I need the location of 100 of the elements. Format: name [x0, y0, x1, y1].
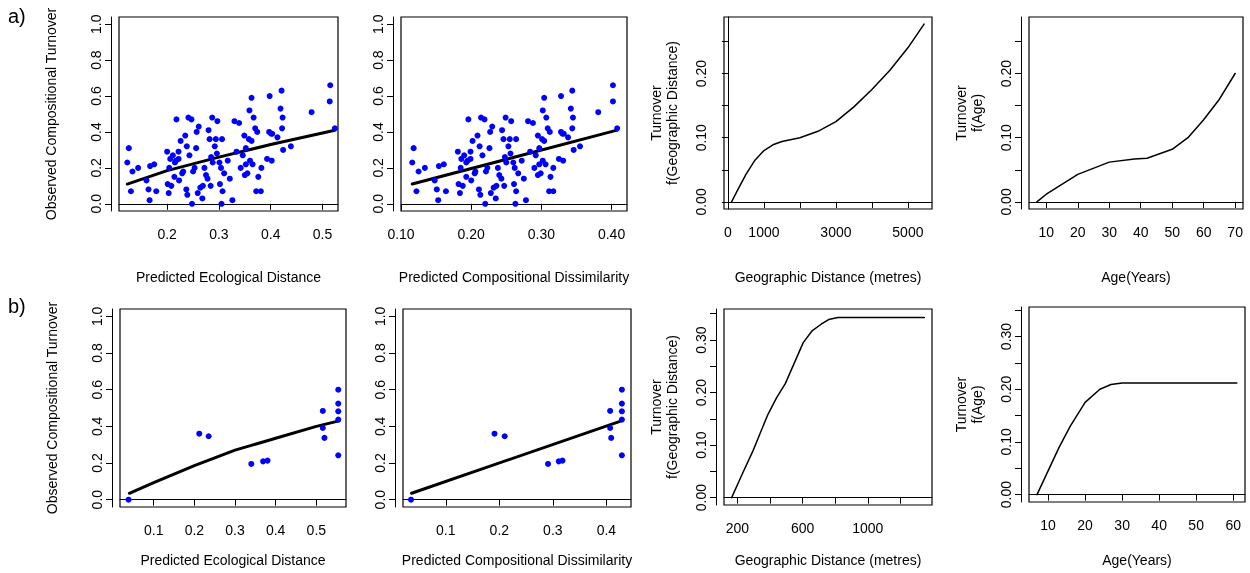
x-tick-label: 30 — [1114, 517, 1131, 533]
point — [319, 424, 326, 431]
y-tick-label: 0.30 — [998, 322, 1014, 351]
y-tick-label: 0.2 — [89, 453, 105, 473]
point — [196, 430, 203, 437]
y-tick-label: 0.00 — [693, 188, 709, 216]
point — [618, 416, 625, 423]
x-axis-title: Predicted Ecological Distance — [135, 269, 322, 285]
y-tick-label: 0.0 — [89, 489, 105, 510]
point — [264, 457, 271, 464]
x-tick-label: 60 — [1195, 224, 1212, 240]
y-tick-label: 0.4 — [89, 416, 105, 437]
x-axis-title: Geographic Distance (metres) — [734, 269, 922, 285]
x-tick-label: 0.4 — [265, 522, 286, 538]
y-tick-label: 0.6 — [370, 86, 386, 106]
x-tick-label: 20 — [1069, 224, 1086, 240]
point — [618, 408, 625, 415]
x-tick-label: 1000 — [748, 224, 780, 240]
y-tick-label: 0.0 — [370, 193, 386, 214]
y-tick-label: 0.2 — [88, 157, 104, 178]
text: b) — [8, 295, 26, 317]
point — [608, 434, 615, 441]
y-axis-title: Observed Compositional Turnover — [43, 7, 59, 221]
x-tick-label: 50 — [1164, 224, 1181, 240]
x-tick-label: 70 — [1227, 224, 1244, 240]
text: a) — [8, 5, 26, 27]
x-axis-title: Geographic Distance (metres) — [734, 552, 922, 568]
y-tick-label: 0.2 — [372, 453, 388, 473]
x-axis-title: Predicted Compositional Dissimilarity — [401, 552, 633, 568]
point — [205, 433, 212, 440]
point — [319, 407, 326, 414]
x-tick-label: 0.1 — [144, 522, 164, 538]
x-axis-title: Predicted Compositional Dissimilarity — [398, 269, 630, 285]
point — [618, 452, 625, 459]
y-tick-label: 0.10 — [998, 123, 1014, 152]
x-tick-label: 60 — [1225, 517, 1242, 533]
x-tick-label: 0.2 — [489, 522, 510, 538]
x-tick-label: 0.40 — [597, 226, 626, 242]
x-tick-label: 40 — [1151, 517, 1168, 533]
point — [335, 408, 342, 415]
x-tick-label: 10 — [1038, 224, 1055, 240]
y-tick-label: 1.0 — [370, 14, 386, 34]
x-tick-label: 0.20 — [457, 226, 486, 242]
x-tick-label: 30 — [1101, 224, 1118, 240]
y-tick-label: 0.00 — [998, 188, 1014, 216]
x-tick-label: 0.10 — [387, 226, 415, 242]
x-tick-label: 5000 — [892, 224, 924, 240]
y-tick-label: 0.00 — [998, 480, 1014, 509]
point — [618, 400, 625, 407]
point — [607, 407, 614, 414]
x-tick-label: 0.3 — [225, 522, 245, 538]
x-tick-label: 0.3 — [209, 226, 229, 242]
point — [607, 424, 614, 431]
point — [501, 433, 508, 440]
x-tick-label: 0.4 — [596, 522, 617, 538]
point — [248, 460, 255, 467]
y-tick-label: 0.0 — [372, 489, 388, 510]
x-axis-title: Predicted Ecological Distance — [140, 552, 326, 568]
point — [335, 386, 342, 393]
y-axis-title: Turnover f(Age) — [953, 376, 985, 433]
x-tick-label: 40 — [1132, 224, 1149, 240]
y-axis-title: Turnover f(Geographic Distance) — [648, 335, 680, 479]
point — [545, 460, 552, 467]
x-tick-label: 0.5 — [312, 226, 333, 242]
x-tick-label: 0.1 — [436, 522, 456, 538]
y-tick-label: 0.20 — [998, 59, 1014, 88]
point — [618, 386, 625, 393]
y-tick-label: 0.6 — [89, 379, 105, 400]
x-tick-label: 1000 — [852, 520, 884, 536]
y-tick-label: 0.8 — [372, 343, 388, 363]
x-axis-title: Age(Years) — [1102, 552, 1172, 568]
y-axis-title: Turnover f(Age) — [953, 84, 985, 141]
y-tick-label: 0.30 — [693, 326, 709, 354]
y-tick-label: 0.8 — [370, 50, 386, 70]
x-tick-label: 20 — [1077, 517, 1094, 533]
x-tick-label: 3000 — [820, 224, 852, 240]
point — [335, 452, 342, 459]
x-tick-label: 0.2 — [157, 226, 178, 242]
y-tick-label: 0.4 — [370, 122, 386, 142]
x-tick-label: 0.4 — [260, 226, 281, 242]
y-tick-label: 1.0 — [89, 306, 105, 327]
x-tick-label: 0 — [724, 224, 733, 240]
y-tick-label: 0.2 — [370, 157, 386, 178]
point — [321, 434, 328, 441]
y-tick-label: 1.0 — [372, 306, 388, 327]
y-tick-label: 0.20 — [998, 375, 1014, 403]
x-tick-label: 0.5 — [306, 522, 327, 538]
y-tick-label: 0.0 — [88, 193, 104, 214]
y-axis-title: Turnover f(Geographic Distance) — [648, 41, 680, 185]
x-tick-label: 10 — [1040, 517, 1057, 533]
y-tick-label: 1.0 — [88, 14, 104, 34]
x-tick-label: 200 — [725, 520, 750, 536]
point — [335, 400, 342, 407]
y-axis-title: Observed Compositional Turnover — [44, 301, 60, 515]
x-tick-label: 0.30 — [527, 226, 556, 242]
x-tick-label: 600 — [790, 520, 815, 536]
y-tick-label: 0.8 — [88, 50, 104, 70]
y-tick-label: 0.4 — [88, 122, 104, 142]
y-tick-label: 0.20 — [693, 378, 709, 407]
y-tick-label: 0.8 — [89, 343, 105, 363]
